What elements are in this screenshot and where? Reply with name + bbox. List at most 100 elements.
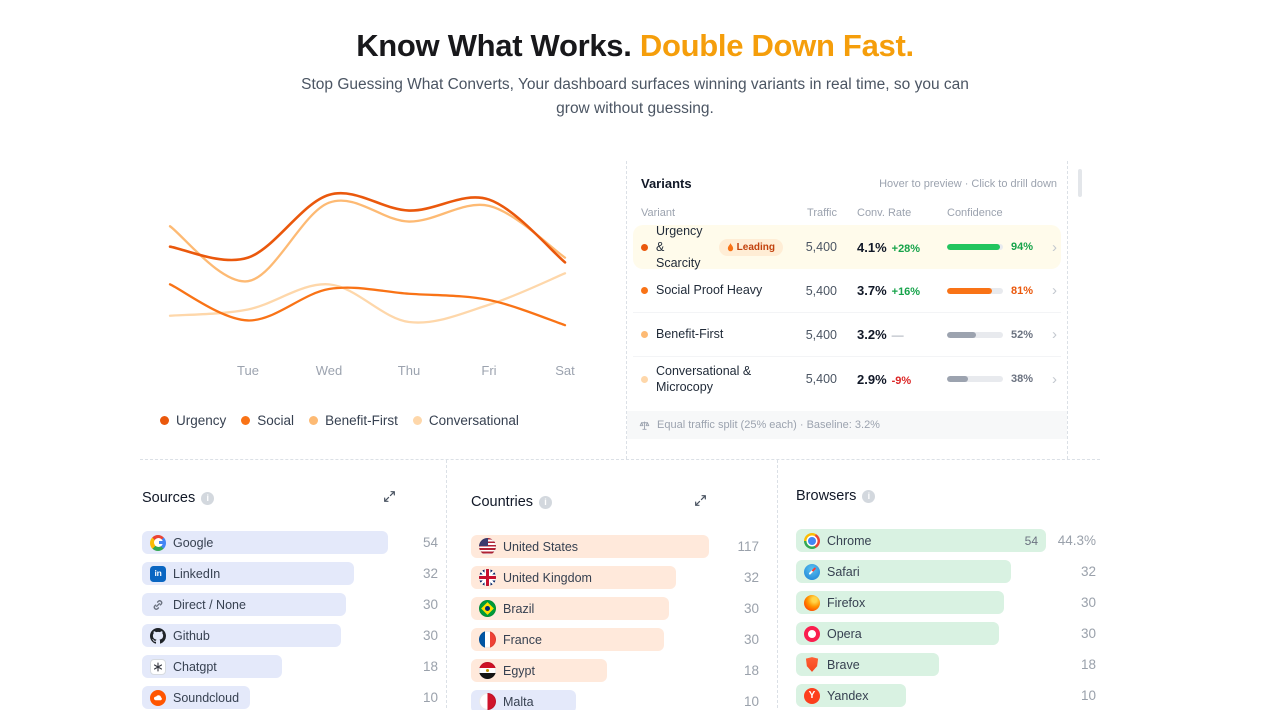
info-icon[interactable] xyxy=(862,489,876,503)
legend-item-urgency[interactable]: Urgency xyxy=(160,413,226,428)
variant-row[interactable]: Social Proof Heavy 5,400 3.7% +16% 81% › xyxy=(633,269,1061,313)
leading-badge: Leading xyxy=(718,238,783,256)
page-title: Know What Works. Double Down Fast. xyxy=(0,28,1270,64)
legend-dot xyxy=(412,416,422,425)
countries-bar-egypt[interactable]: Egypt xyxy=(471,659,607,682)
variant-dot xyxy=(641,331,648,338)
browsers-value: 18 xyxy=(1080,657,1096,672)
sources-label: LinkedIn xyxy=(173,566,221,581)
confidence-bar-track xyxy=(947,244,1003,250)
expand-icon[interactable] xyxy=(694,494,707,507)
expand-icon[interactable] xyxy=(383,490,396,503)
countries-row: United States 117 xyxy=(471,535,759,558)
variant-conv-rate-cell: 2.9% -9% xyxy=(837,372,937,387)
variant-confidence-cell: 81% xyxy=(937,285,1043,297)
sources-label: Soundcloud xyxy=(173,690,240,705)
legend-label: Conversational xyxy=(428,413,519,428)
flag-mt-icon xyxy=(479,693,496,710)
variant-row[interactable]: Urgency & Scarcity Leading 5,400 4.1% +28% 94… xyxy=(633,224,1061,270)
countries-bar-united-kingdom[interactable]: United Kingdom xyxy=(471,566,676,589)
sources-label: Chatgpt xyxy=(173,659,217,674)
sources-bar-soundcloud[interactable]: Soundcloud xyxy=(142,686,251,709)
sources-value: 10 xyxy=(422,690,438,705)
browsers-value: 32 xyxy=(1080,564,1096,579)
browsers-card: Browsers Chrome5444.3%Safari32Firefox30O… xyxy=(778,460,1100,710)
leading-badge-label: Leading xyxy=(736,241,775,253)
variant-confidence-cell: 94% xyxy=(937,241,1043,253)
browsers-bar-brave[interactable]: Brave xyxy=(796,653,939,676)
countries-label: United Kingdom xyxy=(503,570,592,585)
legend-dot xyxy=(241,416,251,425)
chevron-right-icon[interactable]: › xyxy=(1052,370,1057,388)
safari-icon xyxy=(804,563,820,580)
confidence-percent: 38% xyxy=(1011,373,1034,385)
variant-conv-rate: 3.7% xyxy=(857,283,887,298)
chevron-right-icon[interactable]: › xyxy=(1052,238,1057,256)
legend-item-benefit-first[interactable]: Benefit-First xyxy=(309,413,398,428)
variant-confidence-cell: 38% xyxy=(937,373,1043,385)
variant-row[interactable]: Conversational & Microcopy 5,400 2.9% -9% 38… xyxy=(633,357,1061,401)
browsers-bar-chrome[interactable]: Chrome 54 xyxy=(796,529,1046,552)
countries-bar-malta[interactable]: Malta xyxy=(471,690,576,710)
variant-confidence-cell: 52% xyxy=(937,329,1043,341)
variant-traffic: 5,400 xyxy=(805,283,837,298)
countries-label: France xyxy=(503,632,542,647)
sources-value: 18 xyxy=(422,659,438,674)
countries-value: 30 xyxy=(743,601,759,616)
confidence-bar-fill xyxy=(947,331,977,338)
confidence-percent: 81% xyxy=(1011,284,1034,297)
browsers-bar-safari[interactable]: Safari xyxy=(796,560,1011,583)
trend-chart-panel: Tue Wed Thu Fri Sat Urgency Social Benefit-Fir… xyxy=(140,161,627,459)
countries-bar-brazil[interactable]: Brazil xyxy=(471,597,669,620)
countries-card: Countries United States 117 United Kingdom… xyxy=(447,460,778,710)
countries-value: 30 xyxy=(743,632,759,647)
browsers-label: Opera xyxy=(827,626,862,641)
sources-value: 54 xyxy=(422,535,438,550)
top-row: Tue Wed Thu Fri Sat Urgency Social Benefit-Fir… xyxy=(140,161,1100,460)
opera-icon xyxy=(804,625,820,642)
series-line-benefit-first xyxy=(168,199,567,283)
browsers-label: Safari xyxy=(827,564,860,579)
series-line-social xyxy=(168,283,567,327)
countries-value: 32 xyxy=(743,570,759,585)
column-header-confidence: Confidence xyxy=(947,207,1003,219)
legend-item-social[interactable]: Social xyxy=(241,413,294,428)
sources-bar-direct-none[interactable]: Direct / None xyxy=(142,593,347,616)
variant-dot xyxy=(641,243,648,251)
confidence-percent: 52% xyxy=(1011,328,1034,341)
browsers-row: Opera 30 xyxy=(796,622,1096,645)
sources-bar-github[interactable]: Github xyxy=(142,624,342,647)
countries-row: Brazil 30 xyxy=(471,597,759,620)
sources-bar-chatgpt[interactable]: Chatgpt xyxy=(142,655,283,678)
page-subtitle: Stop Guessing What Converts, Your dashbo… xyxy=(301,76,969,118)
chevron-right-icon[interactable]: › xyxy=(1052,326,1057,343)
chevron-right-icon[interactable]: › xyxy=(1052,282,1057,299)
browsers-label: Yandex xyxy=(827,688,869,703)
column-header-traffic: Traffic xyxy=(807,207,837,219)
sources-bar-google[interactable]: Google xyxy=(142,531,388,554)
x-axis-label: Tue xyxy=(237,363,259,378)
browsers-bar-yandex[interactable]: Y Yandex xyxy=(796,684,906,707)
browsers-bar-opera[interactable]: Opera xyxy=(796,622,999,645)
info-icon[interactable] xyxy=(201,491,215,505)
sources-bar-linkedin[interactable]: in LinkedIn xyxy=(142,562,354,585)
sources-row: in LinkedIn 32 xyxy=(142,562,438,585)
sources-row: Github 30 xyxy=(142,624,438,647)
countries-bar-united-states[interactable]: United States xyxy=(471,535,709,558)
countries-list: United States 117 United Kingdom 32 Brazil 30… xyxy=(471,535,759,710)
legend-item-conversational[interactable]: Conversational xyxy=(412,413,519,428)
browsers-bar-firefox[interactable]: Firefox xyxy=(796,591,1004,614)
variant-row[interactable]: Benefit-First 5,400 3.2% — 52% › xyxy=(633,313,1061,357)
variant-name: Social Proof Heavy xyxy=(656,283,763,298)
sources-value: 30 xyxy=(422,597,438,612)
info-icon[interactable] xyxy=(539,495,553,509)
firefox-icon xyxy=(804,594,820,611)
confidence-bar-fill xyxy=(947,376,969,382)
browsers-label: Chrome xyxy=(827,533,872,548)
countries-title: Countries xyxy=(471,494,534,510)
confidence-bar-track xyxy=(947,287,1003,294)
scrollbar-thumb[interactable] xyxy=(1078,169,1082,197)
title-primary: Know What Works. xyxy=(356,28,632,63)
browsers-value: 30 xyxy=(1080,595,1096,610)
countries-bar-france[interactable]: France xyxy=(471,628,664,651)
